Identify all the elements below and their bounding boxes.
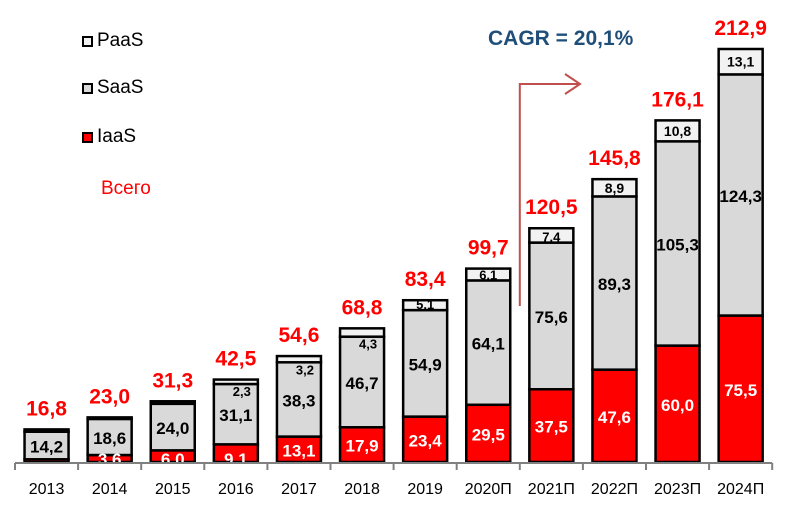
bar-paas-2023П <box>654 119 701 143</box>
x-tick-label-2023П: 2023П <box>654 481 701 498</box>
bar-paas-2015 <box>149 400 196 406</box>
bar-paas-2018 <box>338 327 386 338</box>
label-saas-2020П: 64,1 <box>472 335 505 354</box>
bar-paas-2017 <box>275 354 323 364</box>
legend-swatch-saas <box>82 82 93 94</box>
legend-item-paas: PaaS <box>82 30 143 52</box>
bar-paas-2020П <box>465 267 512 282</box>
legend-label-iaas: IaaS <box>97 126 137 147</box>
label-saas-2019: 54,9 <box>409 355 442 374</box>
legend-item-saas: SaaS <box>82 77 143 99</box>
label-total-2018: 68,8 <box>342 296 383 319</box>
label-iaas-2024П: 75,5 <box>724 381 757 400</box>
legend-swatch-paas <box>82 35 93 47</box>
bar-saas-2024П <box>717 73 764 317</box>
x-tick-label-2020П: 2020П <box>465 481 512 498</box>
legend-label-paas: PaaS <box>97 30 144 51</box>
bar-paas-2013 <box>23 428 70 433</box>
label-total-2019: 83,4 <box>405 268 446 291</box>
label-paas-2016: 2,3 <box>233 384 251 399</box>
cagr-annotation: CAGR = 20,1% <box>488 27 634 50</box>
bar-saas-2017 <box>275 361 323 438</box>
bar-saas-2016 <box>212 382 260 446</box>
label-paas-2023П: 10,8 <box>664 123 691 139</box>
x-tick-label-2016: 2016 <box>218 481 254 498</box>
label-iaas-2015: 6,0 <box>161 450 185 469</box>
label-paas-2018: 4,3 <box>359 337 377 352</box>
legend-swatch-iaas <box>82 131 93 143</box>
legend-item-iaas: IaaS <box>82 126 136 148</box>
label-saas-2016: 31,1 <box>219 406 252 425</box>
label-iaas-2019: 23,4 <box>409 431 443 450</box>
bar-iaas-2017 <box>275 435 323 464</box>
label-total-2013: 16,8 <box>26 397 67 420</box>
label-total-2017: 54,6 <box>279 324 320 347</box>
bar-saas-2021П <box>528 241 575 391</box>
label-saas-2014: 18,6 <box>93 429 126 448</box>
x-tick-label-2021П: 2021П <box>528 481 575 498</box>
label-iaas-2021П: 37,5 <box>535 418 568 437</box>
label-saas-2024П: 124,3 <box>719 187 762 206</box>
x-tick-label-2017: 2017 <box>281 481 317 498</box>
label-total-2016: 42,5 <box>215 348 256 371</box>
label-paas-2019: 5,1 <box>416 297 434 312</box>
label-paas-2020П: 6,1 <box>479 267 497 282</box>
label-total-2014: 23,0 <box>89 385 130 408</box>
x-tick-label-2019: 2019 <box>407 481 443 498</box>
bar-paas-2022П <box>591 177 638 198</box>
label-iaas-2018: 17,9 <box>346 437 379 456</box>
x-tick-label-2024П: 2024П <box>717 481 764 498</box>
cagr-arrow-head <box>564 73 582 95</box>
label-iaas-2017: 13,1 <box>282 441 315 460</box>
bar-saas-2018 <box>338 335 386 429</box>
label-saas-2023П: 105,3 <box>656 235 699 254</box>
bar-saas-2023П <box>654 140 701 347</box>
legend-label-total: Всего <box>101 178 151 199</box>
legend-label-saas: SaaS <box>97 77 144 98</box>
x-tick-label-2013: 2013 <box>29 481 65 498</box>
label-saas-2013: 14,2 <box>30 438 63 457</box>
bar-paas-2014 <box>86 416 133 421</box>
bar-paas-2024П <box>717 47 764 76</box>
label-paas-2022П: 8,9 <box>605 180 625 196</box>
x-tick-label-2015: 2015 <box>155 481 191 498</box>
label-saas-2022П: 89,3 <box>598 275 631 294</box>
label-total-2023П: 176,1 <box>651 88 704 111</box>
label-paas-2024П: 13,1 <box>727 54 754 70</box>
label-iaas-2020П: 29,5 <box>472 425 505 444</box>
label-iaas-2022П: 47,6 <box>598 408 631 427</box>
bar-paas-2019 <box>401 298 449 312</box>
x-tick-label-2018: 2018 <box>344 481 380 498</box>
x-tick-label-2022П: 2022П <box>591 481 638 498</box>
label-total-2022П: 145,8 <box>588 147 641 170</box>
cagr-arrow-line <box>518 83 578 306</box>
label-total-2024П: 212,9 <box>714 17 767 40</box>
x-tick-label-2014: 2014 <box>92 481 128 498</box>
label-total-2020П: 99,7 <box>468 237 509 260</box>
label-saas-2015: 24,0 <box>156 419 189 438</box>
label-paas-2021П: 7,4 <box>542 230 561 245</box>
bar-paas-2016 <box>212 378 260 386</box>
label-paas-2017: 3,2 <box>296 362 314 377</box>
label-iaas-2014: 3,6 <box>98 450 122 469</box>
label-saas-2021П: 75,6 <box>535 308 568 327</box>
bar-paas-2021П <box>528 226 575 244</box>
bar-iaas-2019 <box>401 415 449 464</box>
label-iaas-2016: 9,1 <box>224 450 248 469</box>
label-saas-2017: 38,3 <box>282 391 315 410</box>
label-total-2021П: 120,5 <box>525 196 578 219</box>
label-saas-2018: 46,7 <box>346 374 379 393</box>
bar-saas-2020П <box>465 279 512 407</box>
label-total-2015: 31,3 <box>152 369 193 392</box>
label-iaas-2023П: 60,0 <box>661 396 694 415</box>
